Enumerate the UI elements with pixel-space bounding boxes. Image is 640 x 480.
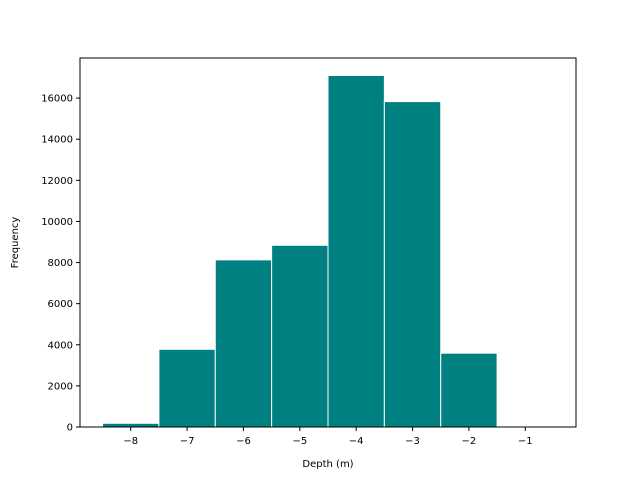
- x-tick-label: −6: [236, 436, 251, 447]
- histogram-bar: [383, 101, 442, 428]
- x-tick-label: −2: [462, 436, 477, 447]
- histogram-bar: [327, 74, 385, 428]
- y-tick-label: 4000: [48, 340, 73, 351]
- x-tick-label: −1: [518, 436, 533, 447]
- x-tick-label: −3: [405, 436, 420, 447]
- y-tick-label: 6000: [48, 299, 73, 310]
- histogram-bar: [158, 348, 216, 428]
- y-tick-label: 10000: [41, 217, 73, 228]
- x-tick-label: −7: [180, 436, 195, 447]
- histogram-bar: [271, 244, 329, 428]
- y-axis-ticks: 0 2000 4000 6000 8000 10000 12000 14000 16000: [41, 94, 80, 434]
- bars-group: [102, 74, 498, 428]
- y-tick-label: 2000: [48, 381, 73, 392]
- y-tick-label: 12000: [41, 176, 73, 187]
- x-tick-label: −4: [349, 436, 364, 447]
- y-tick-label: 8000: [48, 258, 73, 269]
- x-tick-label: −5: [292, 436, 307, 447]
- y-axis-label: Frequency: [10, 217, 21, 269]
- histogram-bar: [102, 422, 160, 428]
- x-axis-ticks: −8 −7 −6 −5 −4 −3 −2 −1: [123, 427, 533, 447]
- plot-frame: [79, 57, 577, 428]
- y-tick-label: 14000: [41, 135, 73, 146]
- y-tick-label: 16000: [41, 94, 73, 105]
- x-axis-label: Depth (m): [302, 459, 353, 470]
- y-tick-label: 0: [67, 423, 73, 434]
- histogram-bar: [440, 352, 498, 428]
- x-tick-label: −8: [123, 436, 138, 447]
- histogram-bar: [214, 259, 273, 428]
